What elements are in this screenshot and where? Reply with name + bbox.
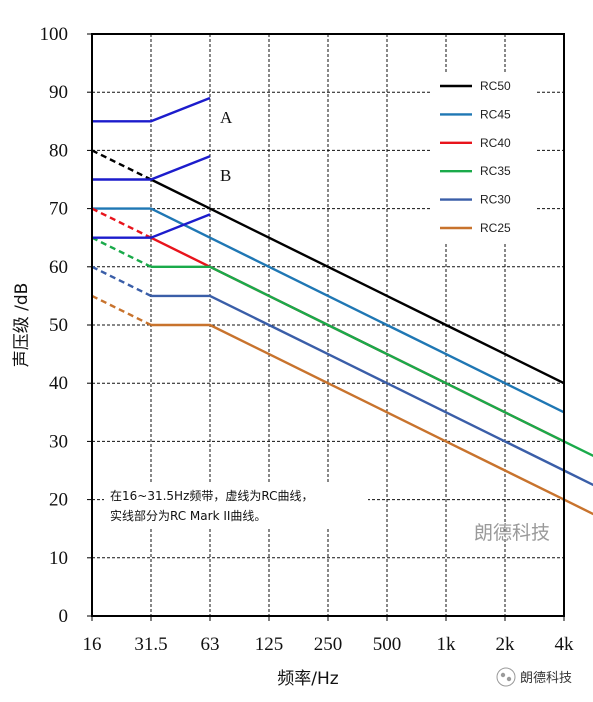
wechat-icon bbox=[496, 667, 516, 687]
y-tick-label: 0 bbox=[59, 606, 69, 627]
legend-label: RC45 bbox=[480, 107, 511, 121]
series-RC35-dashed bbox=[91, 236, 152, 268]
y-tick-label: 10 bbox=[49, 548, 68, 569]
series-RC50-dashed bbox=[91, 149, 152, 181]
x-tick-label: 1k bbox=[437, 634, 457, 655]
legend-label: RC40 bbox=[480, 136, 511, 150]
mark-ii-line bbox=[92, 155, 211, 181]
mark-ii-lines: AB bbox=[92, 96, 233, 239]
brand-name: 朗德科技 bbox=[520, 671, 572, 686]
mark-ii-line bbox=[92, 213, 211, 239]
mark-ii-label: A bbox=[220, 108, 233, 127]
series-lines bbox=[91, 149, 593, 516]
annotation-line-1: 在16~31.5Hz频带，虚线为RC曲线， bbox=[110, 489, 314, 503]
legend-label: RC30 bbox=[480, 193, 511, 207]
y-tick-label: 60 bbox=[49, 257, 68, 278]
x-tick-label: 16 bbox=[83, 634, 102, 655]
plot-frame bbox=[91, 33, 565, 617]
legend-label: RC25 bbox=[480, 221, 511, 235]
series-RC35-line bbox=[151, 265, 593, 458]
legend-box bbox=[432, 72, 536, 242]
y-tick-label: 40 bbox=[49, 373, 68, 394]
x-tick-label: 250 bbox=[314, 634, 343, 655]
mark-ii-line bbox=[92, 96, 211, 123]
series-RC30-dashed bbox=[91, 265, 152, 297]
y-tick-label: 80 bbox=[49, 140, 68, 161]
y-tick-label: 90 bbox=[49, 82, 68, 103]
series-RC30-line bbox=[151, 294, 593, 487]
y-tick-label: 20 bbox=[49, 490, 68, 511]
x-tick-label: 500 bbox=[373, 634, 402, 655]
series-RC45-line bbox=[92, 207, 565, 414]
y-tick-label: 30 bbox=[49, 431, 68, 452]
annotation: 在16~31.5Hz频带，虚线为RC曲线， 实线部分为RC Mark II曲线。 bbox=[104, 484, 368, 528]
x-tick-label: 125 bbox=[255, 634, 284, 655]
x-tick-label: 2k bbox=[496, 634, 516, 655]
y-tick-label: 50 bbox=[49, 315, 68, 336]
mark-ii-label: B bbox=[220, 166, 231, 185]
y-tick-label: 100 bbox=[40, 24, 69, 45]
watermark: 朗德科技 bbox=[474, 522, 550, 544]
y-tick-label: 70 bbox=[49, 199, 68, 220]
annotation-line-2: 实线部分为RC Mark II曲线。 bbox=[110, 508, 266, 523]
y-axis-ticks: 0 10 20 30 40 50 60 70 80 90 100 bbox=[40, 24, 92, 627]
series-RC50-line bbox=[150, 178, 565, 385]
legend: RC50 RC45 RC40 RC35 RC30 RC25 bbox=[432, 72, 536, 242]
y-axis-label: 声压级 /dB bbox=[12, 283, 32, 368]
x-axis-label: 频率/Hz bbox=[277, 669, 339, 689]
legend-label: RC35 bbox=[480, 164, 511, 178]
x-axis-ticks: 16 31.5 63 125 250 500 1k 2k 4k bbox=[83, 616, 575, 655]
x-tick-label: 4k bbox=[555, 634, 575, 655]
series-RC25-line bbox=[151, 323, 593, 516]
legend-label: RC50 bbox=[480, 79, 511, 93]
x-tick-label: 31.5 bbox=[134, 634, 167, 655]
footer-brand: 朗德科技 bbox=[496, 667, 572, 687]
series-RC25-dashed bbox=[91, 294, 152, 327]
series-RC40-dashed bbox=[91, 207, 152, 239]
x-tick-label: 63 bbox=[201, 634, 220, 655]
